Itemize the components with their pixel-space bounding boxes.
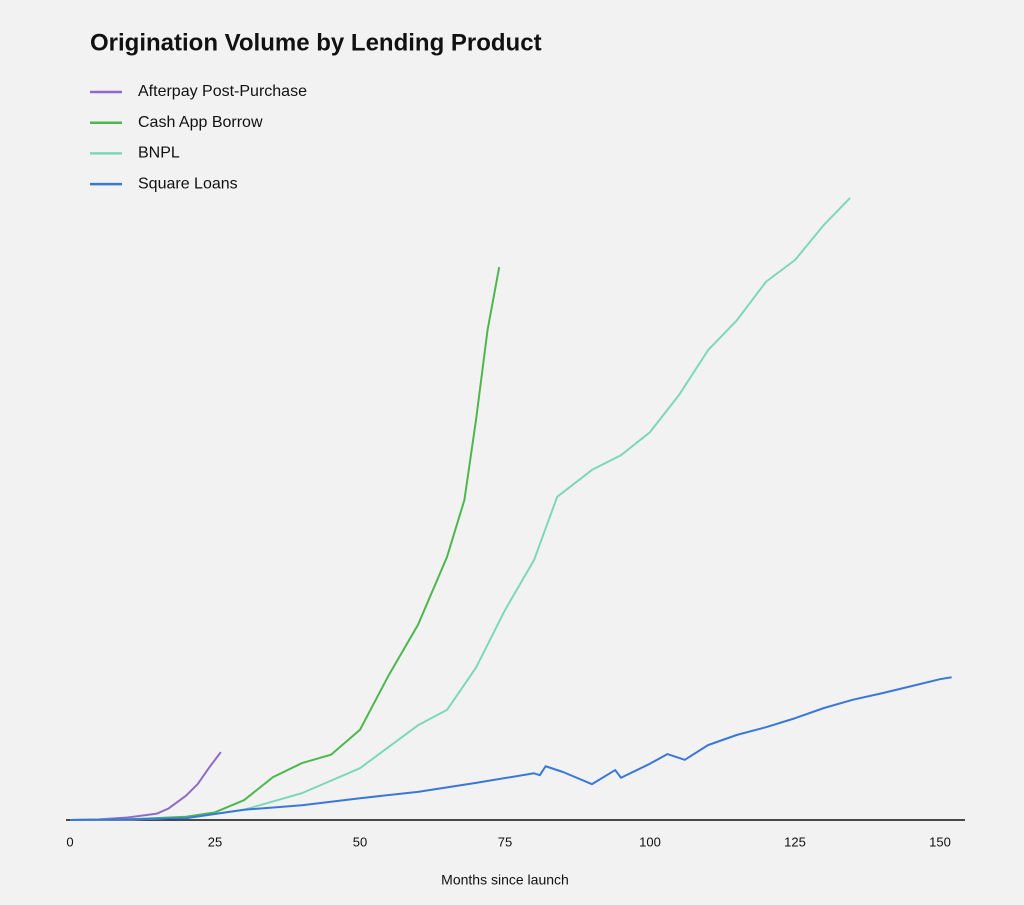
x-tick-label: 25 xyxy=(208,834,222,849)
legend-label: Square Loans xyxy=(138,175,238,192)
x-axis-label: Months since launch xyxy=(441,872,569,888)
series-line xyxy=(69,676,952,821)
x-tick-label: 100 xyxy=(639,834,661,849)
chart-title: Origination Volume by Lending Product xyxy=(90,29,542,56)
legend-label: BNPL xyxy=(138,145,180,162)
series-line xyxy=(69,751,222,821)
series-line xyxy=(69,197,851,821)
x-tick-label: 150 xyxy=(929,834,951,849)
legend-label: Afterpay Post-Purchase xyxy=(138,83,307,100)
x-tick-label: 0 xyxy=(66,834,73,849)
x-tick-label: 75 xyxy=(498,834,512,849)
series-line xyxy=(69,266,501,821)
x-tick-label: 50 xyxy=(353,834,367,849)
x-tick-label: 125 xyxy=(784,834,806,849)
legend-label: Cash App Borrow xyxy=(138,114,263,131)
